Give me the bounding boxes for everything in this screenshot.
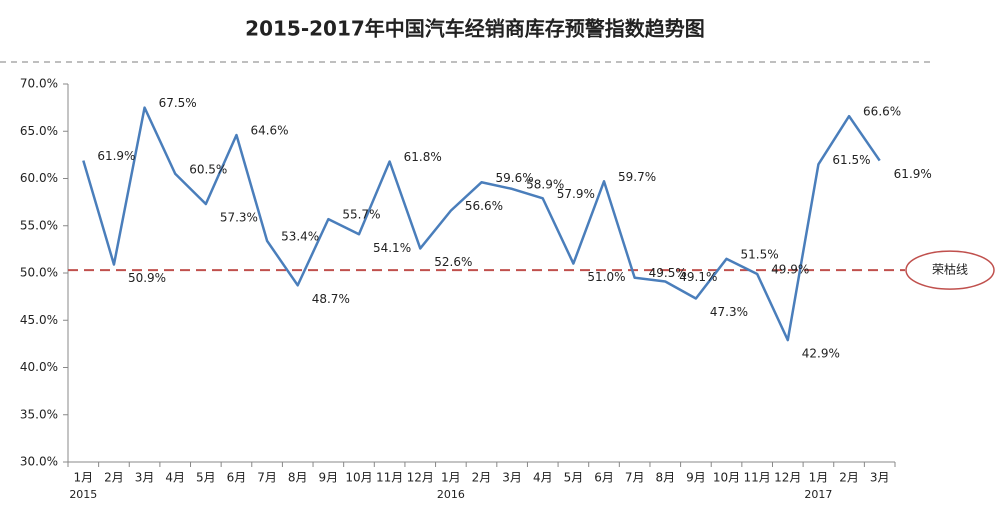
- y-tick-label: 70.0%: [20, 77, 58, 91]
- year-label: 2017: [804, 488, 832, 501]
- data-label: 55.7%: [342, 208, 380, 222]
- x-tick-label: 11月: [744, 471, 771, 485]
- y-tick-label: 55.0%: [20, 218, 58, 232]
- y-tick-label: 30.0%: [20, 455, 58, 469]
- data-label: 66.6%: [863, 105, 901, 119]
- chart-title: 2015-2017年中国汽车经销商库存预警指数趋势图: [245, 17, 705, 41]
- data-label: 59.7%: [618, 170, 656, 184]
- data-label: 54.1%: [373, 241, 411, 255]
- x-tick-label: 2月: [472, 471, 492, 485]
- x-tick-label: 12月: [407, 471, 434, 485]
- data-label: 51.5%: [741, 247, 779, 261]
- data-label: 64.6%: [250, 124, 288, 138]
- x-tick-label: 1月: [73, 471, 93, 485]
- x-tick-label: 12月: [774, 471, 801, 485]
- data-label: 49.9%: [771, 262, 809, 276]
- x-tick-label: 4月: [533, 471, 553, 485]
- y-tick-label: 35.0%: [20, 407, 58, 421]
- y-tick-label: 45.0%: [20, 313, 58, 327]
- data-label: 67.5%: [159, 96, 197, 110]
- reference-label: 荣枯线: [932, 262, 968, 277]
- data-label: 48.7%: [312, 292, 350, 306]
- y-tick-label: 60.0%: [20, 171, 58, 185]
- x-tick-label: 11月: [376, 471, 403, 485]
- data-label: 53.4%: [281, 229, 319, 243]
- data-line: [82, 106, 881, 342]
- x-tick-label: 10月: [713, 471, 740, 485]
- x-tick-label: 7月: [257, 471, 277, 485]
- data-label: 57.9%: [557, 187, 595, 201]
- x-tick-label: 6月: [227, 471, 247, 485]
- x-tick-label: 2月: [104, 471, 124, 485]
- y-tick-label: 50.0%: [20, 266, 58, 280]
- x-tick-label: 3月: [502, 471, 522, 485]
- x-tick-label: 9月: [686, 471, 706, 485]
- x-tick-label: 4月: [165, 471, 185, 485]
- x-tick-label: 7月: [625, 471, 645, 485]
- data-label: 60.5%: [189, 162, 227, 176]
- x-tick-label: 8月: [655, 471, 675, 485]
- year-label: 2016: [437, 488, 465, 501]
- data-label: 42.9%: [802, 347, 840, 361]
- x-tick-label: 1月: [441, 471, 461, 485]
- x-tick-label: 1月: [809, 471, 829, 485]
- y-tick-label: 40.0%: [20, 360, 58, 374]
- data-label: 49.1%: [679, 270, 717, 284]
- x-tick-label: 10月: [345, 471, 372, 485]
- y-tick-label: 65.0%: [20, 124, 58, 138]
- year-label: 2015: [69, 488, 97, 501]
- data-label: 49.5%: [649, 266, 687, 280]
- x-tick-label: 3月: [870, 471, 890, 485]
- data-label: 61.9%: [894, 167, 932, 181]
- reference-badge: [905, 250, 995, 290]
- data-label: 58.9%: [526, 177, 564, 191]
- data-label: 57.3%: [220, 211, 258, 225]
- data-label: 52.6%: [434, 255, 472, 269]
- x-tick-label: 9月: [319, 471, 339, 485]
- x-tick-label: 8月: [288, 471, 308, 485]
- x-tick-label: 5月: [196, 471, 216, 485]
- x-tick-label: 2月: [839, 471, 859, 485]
- data-label: 61.5%: [832, 153, 870, 167]
- data-label: 59.6%: [496, 171, 534, 185]
- data-label: 56.6%: [465, 199, 503, 213]
- data-label: 51.0%: [587, 270, 625, 284]
- data-label: 61.9%: [97, 149, 135, 163]
- x-tick-label: 6月: [594, 471, 614, 485]
- x-tick-label: 3月: [135, 471, 155, 485]
- x-tick-label: 5月: [564, 471, 584, 485]
- data-label: 61.8%: [404, 150, 442, 164]
- data-label: 50.9%: [128, 271, 166, 285]
- data-label: 47.3%: [710, 305, 748, 319]
